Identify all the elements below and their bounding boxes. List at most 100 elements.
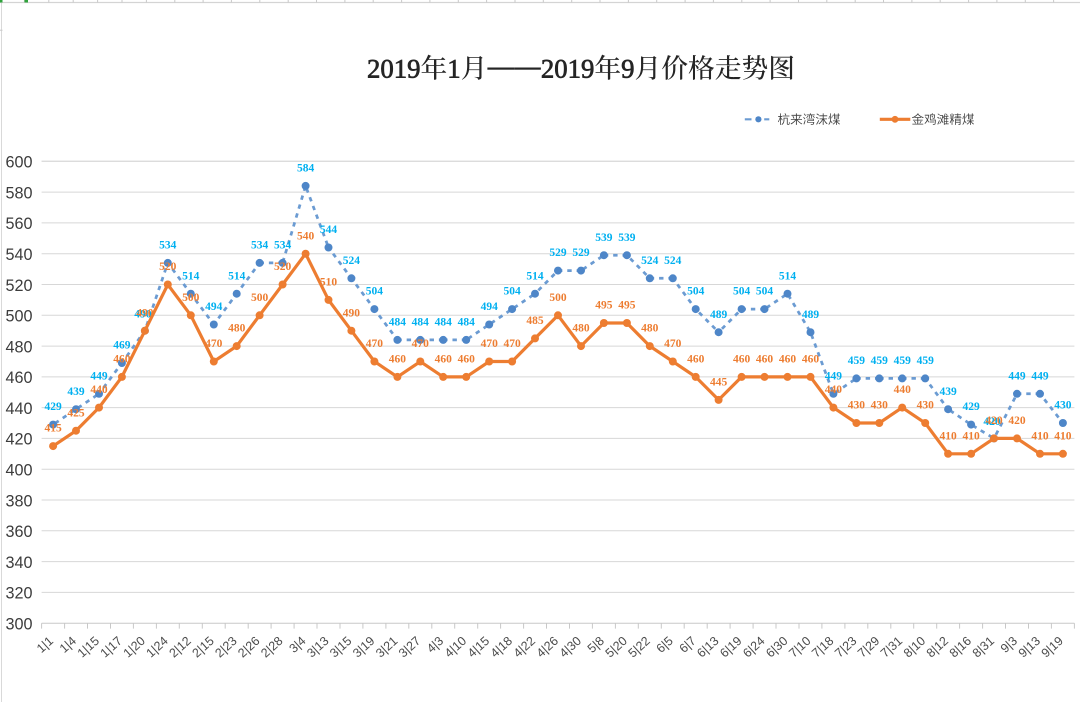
svg-text:400: 400 — [5, 462, 32, 480]
svg-text:460: 460 — [113, 354, 131, 366]
svg-text:470: 470 — [366, 338, 384, 350]
svg-text:500: 500 — [251, 292, 269, 304]
svg-text:514: 514 — [228, 270, 246, 282]
svg-text:470: 470 — [205, 338, 223, 350]
svg-text:544: 544 — [320, 224, 338, 236]
svg-text:460: 460 — [5, 369, 32, 387]
svg-text:430: 430 — [848, 400, 866, 412]
svg-text:480: 480 — [572, 323, 590, 335]
svg-text:449: 449 — [1031, 370, 1049, 382]
svg-text:459: 459 — [848, 355, 866, 367]
svg-text:320: 320 — [5, 585, 32, 603]
svg-text:520: 520 — [5, 277, 32, 295]
svg-text:484: 484 — [412, 317, 430, 329]
svg-text:580: 580 — [5, 184, 32, 202]
svg-text:449: 449 — [1008, 370, 1026, 382]
svg-text:560: 560 — [5, 215, 32, 233]
svg-text:529: 529 — [549, 247, 567, 259]
svg-text:490: 490 — [343, 307, 361, 319]
svg-text:440: 440 — [825, 384, 843, 396]
svg-text:514: 514 — [779, 270, 797, 282]
svg-text:459: 459 — [894, 355, 912, 367]
svg-text:494: 494 — [205, 301, 223, 313]
svg-text:514: 514 — [526, 270, 544, 282]
svg-text:460: 460 — [687, 354, 705, 366]
svg-text:300: 300 — [5, 616, 32, 634]
svg-text:520: 520 — [274, 261, 292, 273]
svg-text:494: 494 — [481, 301, 499, 313]
svg-text:420: 420 — [5, 431, 32, 449]
svg-text:420: 420 — [985, 415, 1003, 427]
svg-text:439: 439 — [67, 386, 85, 398]
svg-text:489: 489 — [802, 309, 820, 321]
svg-text:490: 490 — [134, 309, 152, 321]
svg-text:500: 500 — [549, 292, 567, 304]
svg-text:490: 490 — [136, 307, 154, 319]
svg-text:340: 340 — [5, 554, 32, 572]
svg-text:440: 440 — [5, 400, 32, 418]
svg-text:430: 430 — [917, 400, 935, 412]
svg-text:529: 529 — [572, 247, 590, 259]
svg-text:470: 470 — [503, 338, 521, 350]
svg-text:485: 485 — [526, 315, 544, 327]
svg-text:425: 425 — [67, 407, 85, 419]
svg-text:459: 459 — [871, 355, 889, 367]
svg-text:504: 504 — [756, 286, 774, 298]
svg-text:459: 459 — [917, 355, 935, 367]
svg-text:540: 540 — [297, 230, 315, 242]
svg-text:524: 524 — [641, 255, 659, 267]
svg-text:410: 410 — [1031, 430, 1049, 442]
svg-text:440: 440 — [894, 384, 912, 396]
svg-text:504: 504 — [503, 286, 521, 298]
svg-text:504: 504 — [366, 286, 384, 298]
svg-text:540: 540 — [5, 246, 32, 264]
svg-text:500: 500 — [5, 308, 32, 326]
svg-text:415: 415 — [44, 423, 62, 435]
svg-text:439: 439 — [939, 386, 957, 398]
svg-text:429: 429 — [44, 401, 62, 413]
svg-text:480: 480 — [228, 323, 246, 335]
svg-text:470: 470 — [412, 338, 430, 350]
svg-text:410: 410 — [1054, 430, 1072, 442]
svg-text:440: 440 — [90, 384, 108, 396]
svg-text:360: 360 — [5, 523, 32, 541]
svg-text:429: 429 — [962, 401, 980, 413]
svg-text:539: 539 — [595, 232, 613, 244]
svg-text:449: 449 — [825, 370, 843, 382]
svg-text:584: 584 — [297, 163, 315, 175]
svg-text:524: 524 — [664, 255, 682, 267]
svg-text:420: 420 — [983, 416, 1001, 428]
svg-text:514: 514 — [182, 270, 200, 282]
svg-text:460: 460 — [435, 354, 453, 366]
svg-text:449: 449 — [90, 370, 108, 382]
svg-text:495: 495 — [595, 300, 613, 312]
svg-text:460: 460 — [458, 354, 476, 366]
svg-text:520: 520 — [159, 261, 177, 273]
svg-text:484: 484 — [389, 317, 407, 329]
svg-text:380: 380 — [5, 492, 32, 510]
svg-text:539: 539 — [618, 232, 636, 244]
svg-text:534: 534 — [159, 240, 177, 252]
svg-text:600: 600 — [5, 154, 32, 172]
svg-text:460: 460 — [779, 354, 797, 366]
svg-text:500: 500 — [182, 292, 200, 304]
svg-text:510: 510 — [320, 277, 338, 289]
svg-text:480: 480 — [641, 323, 659, 335]
svg-text:410: 410 — [962, 430, 980, 442]
svg-text:489: 489 — [710, 309, 728, 321]
svg-text:524: 524 — [343, 255, 361, 267]
svg-text:445: 445 — [710, 377, 728, 389]
svg-text:460: 460 — [756, 354, 774, 366]
svg-text:430: 430 — [871, 400, 889, 412]
svg-text:460: 460 — [733, 354, 751, 366]
svg-text:460: 460 — [802, 354, 820, 366]
svg-text:469: 469 — [113, 340, 131, 352]
svg-text:410: 410 — [939, 430, 957, 442]
svg-text:430: 430 — [1054, 400, 1072, 412]
svg-text:470: 470 — [664, 338, 682, 350]
svg-text:534: 534 — [251, 240, 269, 252]
svg-text:504: 504 — [733, 286, 751, 298]
svg-text:495: 495 — [618, 300, 636, 312]
svg-text:484: 484 — [458, 317, 476, 329]
svg-text:480: 480 — [5, 338, 32, 356]
